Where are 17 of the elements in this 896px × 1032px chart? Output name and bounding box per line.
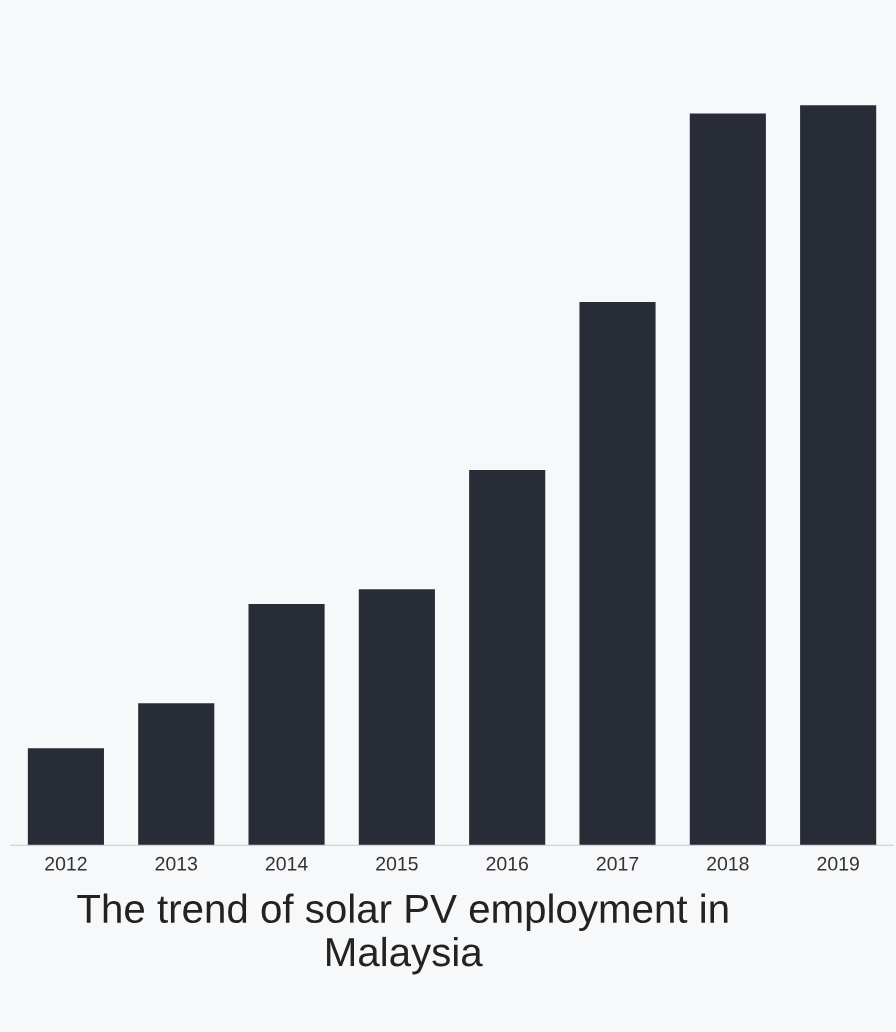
bar bbox=[27, 748, 104, 846]
x-tick-label: 2018 bbox=[707, 856, 749, 871]
bar bbox=[138, 703, 215, 846]
x-tick-label: 2019 bbox=[817, 856, 859, 871]
x-tick-label: 2013 bbox=[155, 856, 198, 871]
bar bbox=[800, 105, 877, 846]
x-tick-label: 2016 bbox=[486, 856, 528, 871]
x-tick-label: 2012 bbox=[45, 856, 87, 871]
x-tick-label: 2014 bbox=[265, 856, 308, 871]
x-tick-label: 2017 bbox=[596, 856, 639, 871]
bar bbox=[469, 470, 546, 846]
x-tick-label: 2015 bbox=[376, 856, 418, 871]
bar bbox=[689, 113, 766, 846]
text: The trend of solar PV employment in Malaysia bbox=[77, 893, 728, 975]
bar bbox=[358, 589, 435, 846]
bar bbox=[579, 302, 656, 846]
bar bbox=[248, 603, 325, 846]
